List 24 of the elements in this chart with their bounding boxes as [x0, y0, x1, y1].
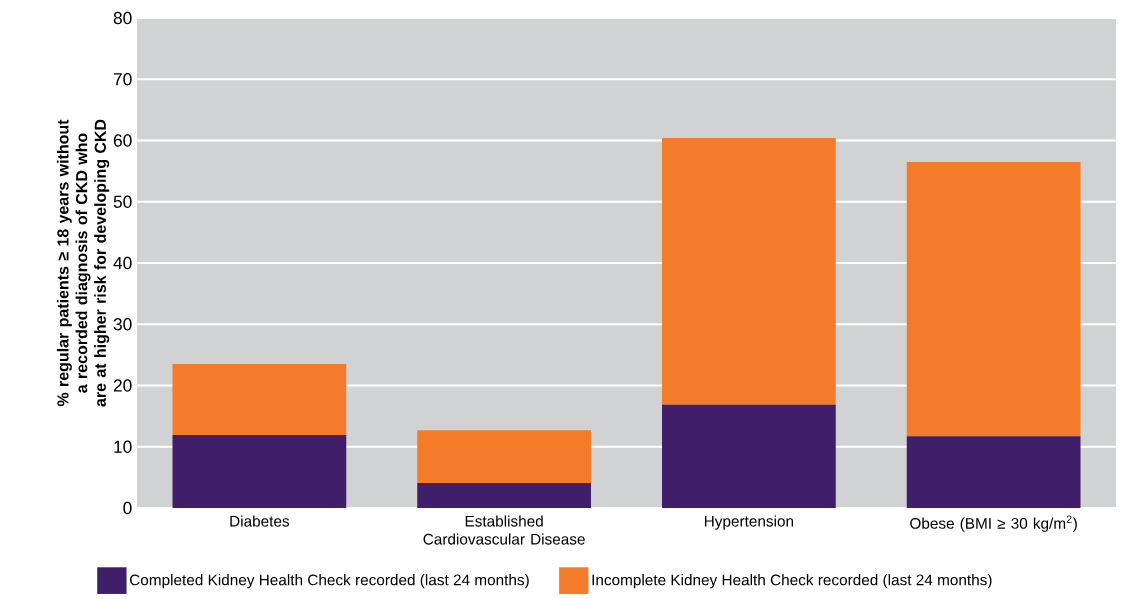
x-tick-label: Hypertension	[704, 515, 794, 530]
y-tick-label: 20	[113, 379, 132, 392]
x-tick-label: Obese (BMI ≥ 30 kg/m$^{2}$)	[910, 515, 1077, 532]
legend-label: Incomplete Kidney Health Check recorded (last 24 months)	[592, 574, 992, 589]
y-tick-label: 60	[113, 134, 132, 147]
x-tick-label: Diabetes	[230, 515, 290, 527]
y-tick-label: 80	[113, 11, 132, 25]
bar	[662, 138, 836, 405]
bar	[662, 404, 836, 508]
y-tick-label: 30	[113, 318, 132, 331]
legend-label: Completed Kidney Health Check recorded (last 24 months)	[129, 574, 529, 589]
x-tick-label: Established Cardiovascular Disease	[423, 515, 585, 545]
bar	[417, 430, 592, 483]
y-tick-label: 0	[123, 501, 132, 515]
bar	[906, 436, 1081, 508]
y-tick-label: 50	[113, 195, 132, 208]
bar	[172, 364, 347, 436]
bar	[906, 161, 1081, 437]
y-tick-label: 10	[114, 440, 132, 453]
y-tick-label: 40	[113, 256, 132, 270]
y-axis-title: % regular patients ≥ 18 years without a recorded diagnosis of CKD who are at higher risk for developing CKD	[56, 119, 110, 407]
y-tick-label: 70	[113, 73, 132, 86]
bar	[172, 435, 347, 508]
bar	[417, 482, 592, 508]
